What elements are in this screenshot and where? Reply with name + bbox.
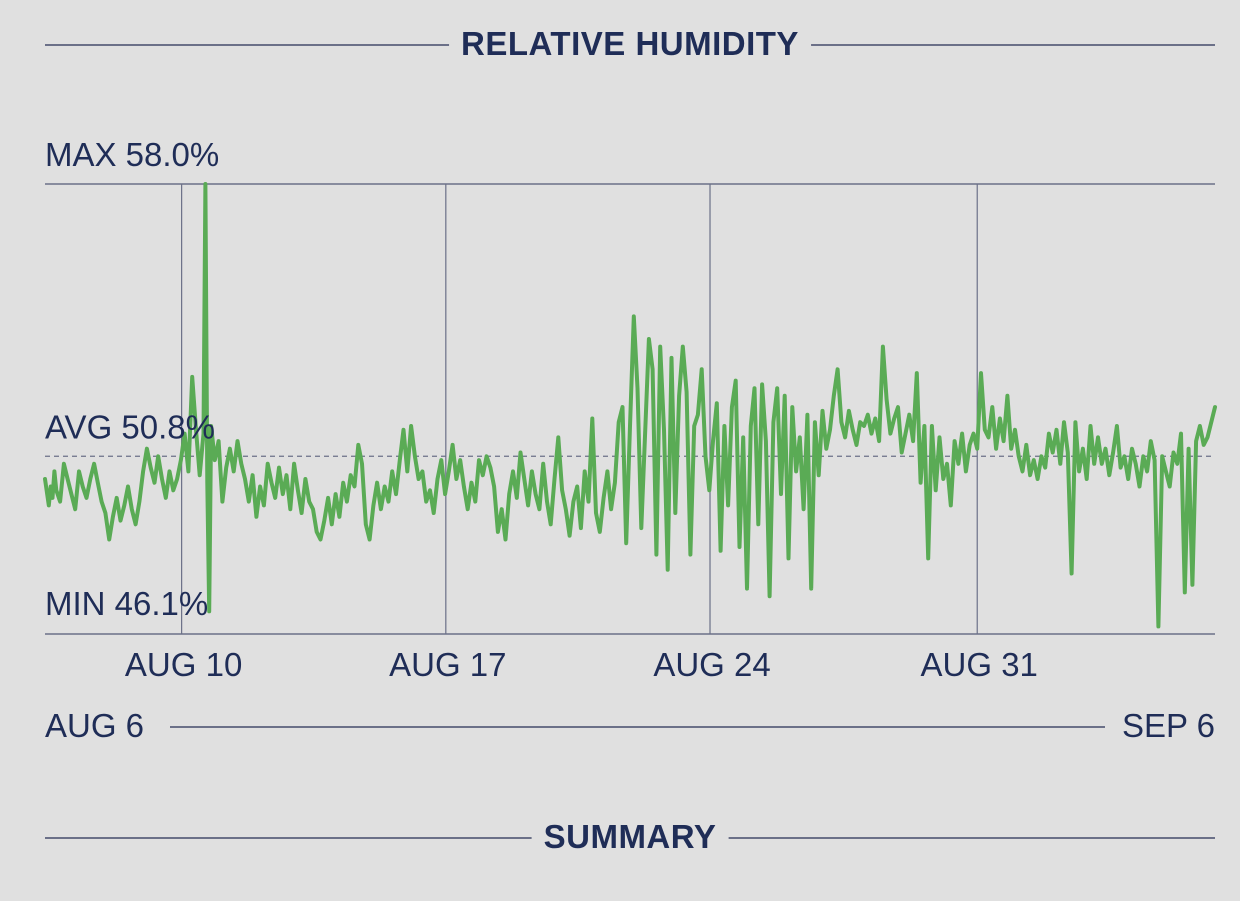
x-tick-label: AUG 24: [653, 646, 770, 683]
stat-label: AVG 50.8%: [45, 408, 215, 445]
page-title: RELATIVE HUMIDITY: [449, 25, 811, 63]
range-end-label: SEP 6: [1122, 707, 1215, 744]
x-tick-label: AUG 17: [389, 646, 506, 683]
range-rule: [170, 726, 1105, 728]
series-layer: [43, 182, 1217, 629]
stat-label: MAX 58.0%: [45, 136, 219, 173]
x-tick-label: AUG 10: [125, 646, 242, 683]
humidity-chart: AUG 10 AUG 17 AUG 24 AUG 31 MAX 58.0% AVG 50…: [43, 136, 1217, 683]
stat-labels: MAX 58.0% AVG 50.8% MIN 46.1%: [45, 136, 219, 622]
summary-section-header: SUMMARY: [45, 817, 1215, 857]
stat-label: MIN 46.1%: [45, 585, 208, 622]
date-range: AUG 6 SEP 6: [45, 706, 1215, 746]
humidity-series-line: [43, 182, 1217, 629]
x-tick-label: AUG 31: [921, 646, 1038, 683]
summary-title: SUMMARY: [531, 818, 729, 856]
x-axis-ticks: AUG 10 AUG 17 AUG 24 AUG 31: [125, 646, 1038, 683]
chart-section-header: RELATIVE HUMIDITY: [45, 24, 1215, 64]
range-start-label: AUG 6: [45, 707, 145, 744]
